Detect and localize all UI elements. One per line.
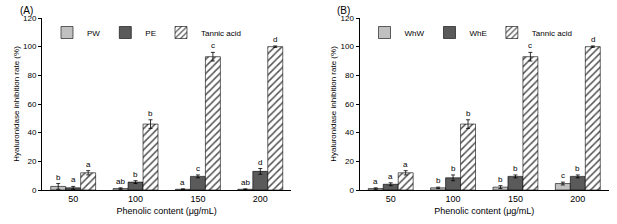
svg-text:Hyaluronidase inhibition rate: Hyaluronidase inhibition rate (%)	[12, 46, 21, 162]
svg-text:60: 60	[345, 100, 354, 109]
svg-text:c: c	[561, 171, 565, 180]
svg-text:a: a	[71, 175, 76, 184]
svg-text:150: 150	[190, 194, 205, 204]
svg-text:a: a	[373, 177, 378, 186]
svg-text:d: d	[273, 35, 277, 44]
svg-text:20: 20	[27, 157, 36, 166]
svg-text:200: 200	[570, 194, 585, 204]
svg-text:80: 80	[345, 71, 354, 80]
svg-text:80: 80	[27, 71, 36, 80]
svg-text:200: 200	[253, 194, 268, 204]
svg-text:b: b	[451, 164, 456, 173]
svg-text:b: b	[56, 173, 61, 182]
svg-text:Phenolic content (μg/mL): Phenolic content (μg/mL)	[434, 206, 534, 216]
svg-text:c: c	[528, 41, 532, 50]
svg-text:60: 60	[27, 100, 36, 109]
svg-text:50: 50	[386, 194, 396, 204]
svg-text:b: b	[513, 164, 518, 173]
svg-text:150: 150	[508, 194, 523, 204]
svg-text:0: 0	[349, 186, 354, 195]
svg-text:b: b	[466, 109, 471, 118]
svg-text:WhE: WhE	[470, 29, 487, 38]
svg-text:100: 100	[341, 42, 355, 51]
svg-text:c: c	[196, 164, 200, 173]
svg-text:a: a	[388, 172, 393, 181]
svg-text:100: 100	[23, 42, 37, 51]
svg-text:WhW: WhW	[405, 29, 425, 38]
svg-text:40: 40	[27, 128, 36, 137]
svg-text:a: a	[403, 160, 408, 169]
svg-text:b: b	[148, 109, 153, 118]
svg-text:a: a	[86, 160, 91, 169]
svg-text:d: d	[591, 35, 595, 44]
svg-text:0: 0	[32, 186, 37, 195]
svg-text:Tannic acid: Tannic acid	[532, 29, 572, 38]
svg-text:PE: PE	[145, 29, 156, 38]
svg-text:b: b	[575, 164, 580, 173]
svg-text:100: 100	[128, 194, 143, 204]
svg-text:120: 120	[23, 14, 37, 23]
svg-text:b: b	[436, 176, 441, 185]
svg-text:(A): (A)	[20, 5, 33, 16]
svg-text:d: d	[258, 158, 262, 167]
svg-text:a: a	[180, 178, 185, 187]
svg-text:Hyaluronidase inhibition rate: Hyaluronidase inhibition rate (%)	[329, 46, 338, 162]
svg-text:b: b	[133, 170, 138, 179]
svg-text:50: 50	[68, 194, 78, 204]
svg-text:20: 20	[345, 157, 354, 166]
svg-text:(B): (B)	[337, 5, 350, 16]
svg-text:c: c	[211, 41, 215, 50]
svg-text:Tannic acid: Tannic acid	[201, 29, 241, 38]
svg-text:Phenolic content (μg/mL): Phenolic content (μg/mL)	[117, 206, 217, 216]
svg-text:40: 40	[345, 128, 354, 137]
svg-text:PW: PW	[87, 29, 100, 38]
svg-text:ab: ab	[241, 178, 250, 187]
svg-text:100: 100	[446, 194, 461, 204]
svg-text:b: b	[498, 175, 503, 184]
svg-text:120: 120	[341, 14, 355, 23]
svg-text:ab: ab	[116, 177, 125, 186]
